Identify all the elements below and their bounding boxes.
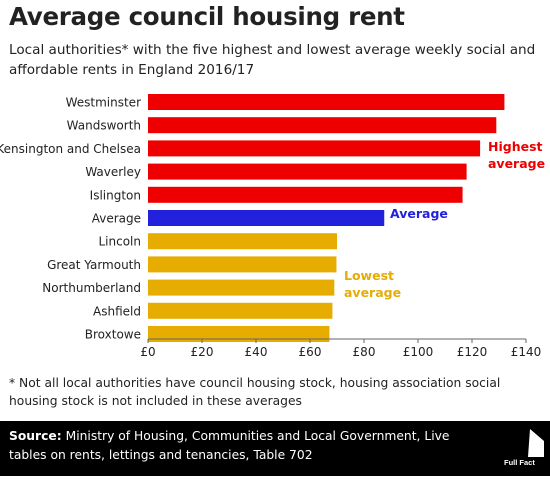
- x-tick-label: £0: [140, 345, 155, 359]
- bar-lincoln: [148, 233, 337, 250]
- bar-northumberland: [148, 279, 335, 296]
- annotation-highest: Highest: [488, 139, 543, 154]
- bar-broxtowe: [148, 326, 330, 342]
- bar-ashfield: [148, 302, 333, 319]
- category-label: Broxtowe: [85, 328, 141, 342]
- chart-title: Average council housing rent: [9, 2, 405, 31]
- category-label: Wandsworth: [67, 119, 141, 133]
- footnote: * Not all local authorities have council…: [9, 376, 501, 408]
- source-text: Source: Ministry of Housing, Communities…: [9, 427, 489, 465]
- x-tick-label: £60: [299, 345, 322, 359]
- x-tick-label: £40: [245, 345, 268, 359]
- annotation-highest: average: [488, 156, 545, 171]
- source-citation: Ministry of Housing, Communities and Loc…: [9, 429, 450, 462]
- category-label: Kensington and Chelsea: [0, 142, 141, 156]
- annotation-lowest: Lowest: [344, 268, 394, 283]
- category-label: Islington: [90, 188, 141, 202]
- chart-subtitle: Local authorities* with the five highest…: [9, 42, 536, 78]
- category-label: Northumberland: [42, 281, 141, 295]
- category-label: Lincoln: [98, 235, 141, 249]
- bar-kensington-and-chelsea: [148, 140, 481, 157]
- annotation-lowest: average: [344, 285, 401, 300]
- source-label: Source:: [9, 429, 62, 443]
- x-tick-label: £100: [403, 345, 434, 359]
- logo-text: Full Fact: [504, 458, 535, 467]
- category-label: Average: [92, 212, 141, 226]
- x-tick-label: £140: [511, 345, 542, 359]
- x-tick-label: £20: [191, 345, 214, 359]
- bar-wandsworth: [148, 117, 497, 134]
- bar-chart: Westminster Wandsworth Kensington and Chel…: [0, 94, 545, 359]
- bar-average: [148, 210, 385, 226]
- category-label: Westminster: [66, 96, 141, 110]
- category-label: Waverley: [85, 165, 141, 179]
- source-bar: Source: Ministry of Housing, Communities…: [0, 421, 550, 476]
- bar-waverley: [148, 163, 467, 180]
- category-label: Great Yarmouth: [47, 258, 141, 272]
- full-fact-logo: Full Fact: [490, 421, 550, 476]
- category-label: Ashfield: [93, 304, 141, 318]
- full-fact-logo-icon: [528, 429, 544, 457]
- bar-westminster: [148, 94, 505, 110]
- bar-great-yarmouth: [148, 256, 337, 273]
- annotation-average: Average: [390, 206, 448, 221]
- bar-islington: [148, 186, 463, 203]
- x-tick-label: £80: [353, 345, 376, 359]
- x-tick-label: £120: [457, 345, 488, 359]
